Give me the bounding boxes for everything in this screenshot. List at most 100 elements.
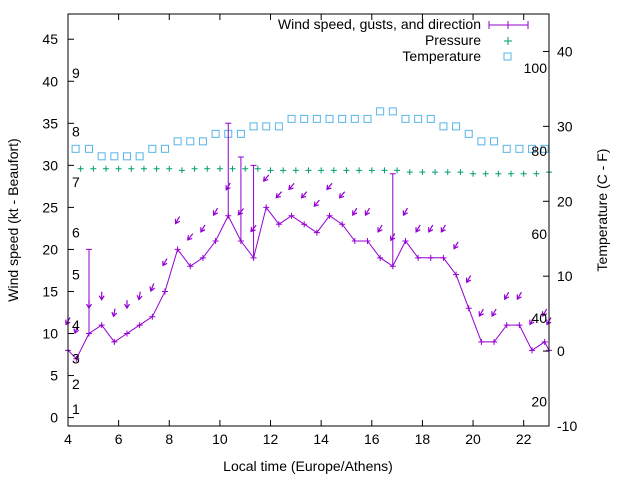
wind-speed-point [377, 254, 384, 261]
beaufort-label: 9 [72, 65, 80, 81]
pressure-point [419, 169, 426, 176]
wind-gust-bar [237, 156, 244, 242]
temperature-point [502, 144, 511, 153]
pressure-point [495, 170, 502, 177]
wind-direction-arrow [352, 207, 358, 217]
temperature-point [414, 114, 423, 123]
y-left-tick-label: 5 [50, 368, 58, 384]
temperature-point [490, 137, 499, 146]
wind-speed-point [199, 254, 206, 261]
pressure-point [520, 170, 527, 177]
beaufort-label: 7 [72, 174, 80, 190]
pressure-point [356, 167, 363, 174]
x-tick-label: 22 [516, 431, 532, 447]
wind-speed-point [364, 238, 371, 245]
beaufort-label: 8 [72, 124, 80, 140]
pressure-point [318, 167, 325, 174]
wind-speed-point [288, 212, 295, 219]
wind-direction-arrow [250, 224, 257, 233]
wind-speed-point [161, 288, 168, 295]
wind-direction-arrow [491, 308, 497, 318]
wind-gust-bar [389, 173, 396, 267]
wind-speed-point [516, 322, 523, 329]
wind-direction-arrow [275, 191, 282, 199]
axis-ticks [67, 14, 549, 427]
x-tick-label: 6 [115, 431, 123, 447]
temperature-point [198, 137, 207, 146]
wind-speed-point [136, 322, 143, 329]
pressure-point [90, 165, 97, 172]
pressure-point [178, 167, 185, 174]
y-axis-left-label: Wind speed (kt - Beaufort) [5, 138, 21, 301]
temperature-point [477, 137, 486, 146]
wind-direction-arrow [186, 233, 194, 241]
y-left-tick-label: 20 [42, 241, 58, 257]
wind-gust-bar [250, 164, 257, 258]
wind-direction-arrow [300, 191, 308, 199]
wind-speed-point [123, 330, 130, 337]
wind-speed-point [529, 347, 536, 354]
temperature-point [110, 152, 119, 161]
temperature-point [426, 114, 435, 123]
legend-label-pressure: Pressure [425, 32, 481, 48]
y-right-tick-label: -10 [557, 418, 577, 434]
wind-direction-arrow [162, 258, 168, 267]
y-right-tick-label: 0 [557, 343, 565, 359]
wind-direction-arrow [377, 224, 383, 233]
wind-speed-point [301, 221, 308, 228]
y-left-tick-label: 45 [42, 31, 58, 47]
pressure-point [77, 165, 84, 172]
wind-speed-point [478, 338, 485, 345]
wind-speed-point [351, 238, 358, 245]
temperature-point [464, 129, 473, 138]
pressure-point [229, 165, 236, 172]
pressure-point [242, 165, 249, 172]
wind-direction-arrow [428, 224, 434, 233]
temperature-point [135, 152, 144, 161]
wind-direction-arrow [262, 174, 270, 182]
x-tick-label: 14 [313, 431, 329, 447]
wind-direction-arrow [212, 207, 219, 217]
series-layer [65, 107, 552, 362]
beaufort-label: 4 [72, 317, 80, 333]
wind-direction-arrow [440, 224, 446, 233]
y-left-tick-label: 25 [42, 199, 58, 215]
legend-label-temperature: Temperature [402, 48, 481, 64]
y-left-tick-label: 30 [42, 157, 58, 173]
pressure-point [204, 165, 211, 172]
wind-speed-point [174, 246, 181, 253]
wind-speed-point [187, 263, 194, 270]
pressure-point [292, 167, 299, 174]
pressure-point [280, 167, 287, 174]
plot-frame [67, 13, 550, 427]
y-right-tick-label: 30 [557, 118, 573, 134]
wind-direction-arrow [174, 216, 181, 225]
wind-direction-arrow [98, 291, 105, 301]
y-left-tick-label: 15 [42, 283, 58, 299]
y-left-tick-label: 35 [42, 115, 58, 131]
wind-speed-point [111, 338, 118, 345]
wind-direction-arrow [453, 241, 459, 250]
pressure-point [115, 165, 122, 172]
x-tick-label: 18 [415, 431, 431, 447]
beaufort-label: 1 [72, 401, 80, 417]
axis-text-layer: 4 6 8 10 12 14 16 18 20 22051015202530354045-1001… [42, 31, 577, 447]
pressure-point [508, 170, 515, 177]
wind-direction-arrow [225, 182, 231, 191]
wind-direction-arrow [478, 308, 484, 317]
wind-direction-arrow [504, 291, 510, 301]
pressure-point [343, 167, 350, 174]
temperature-point [249, 122, 258, 131]
temperature-point [173, 137, 182, 146]
wind-direction-arrow [541, 308, 548, 317]
wind-direction-arrow [516, 291, 522, 301]
wind-direction-arrow [200, 224, 206, 233]
temperature-point [515, 144, 524, 153]
wind-direction-arrow [313, 199, 320, 208]
temperature-point [186, 137, 195, 146]
pressure-point [533, 170, 540, 177]
x-tick-label: 20 [465, 431, 481, 447]
temperature-point [71, 144, 80, 153]
wind-speed-point [275, 221, 282, 228]
